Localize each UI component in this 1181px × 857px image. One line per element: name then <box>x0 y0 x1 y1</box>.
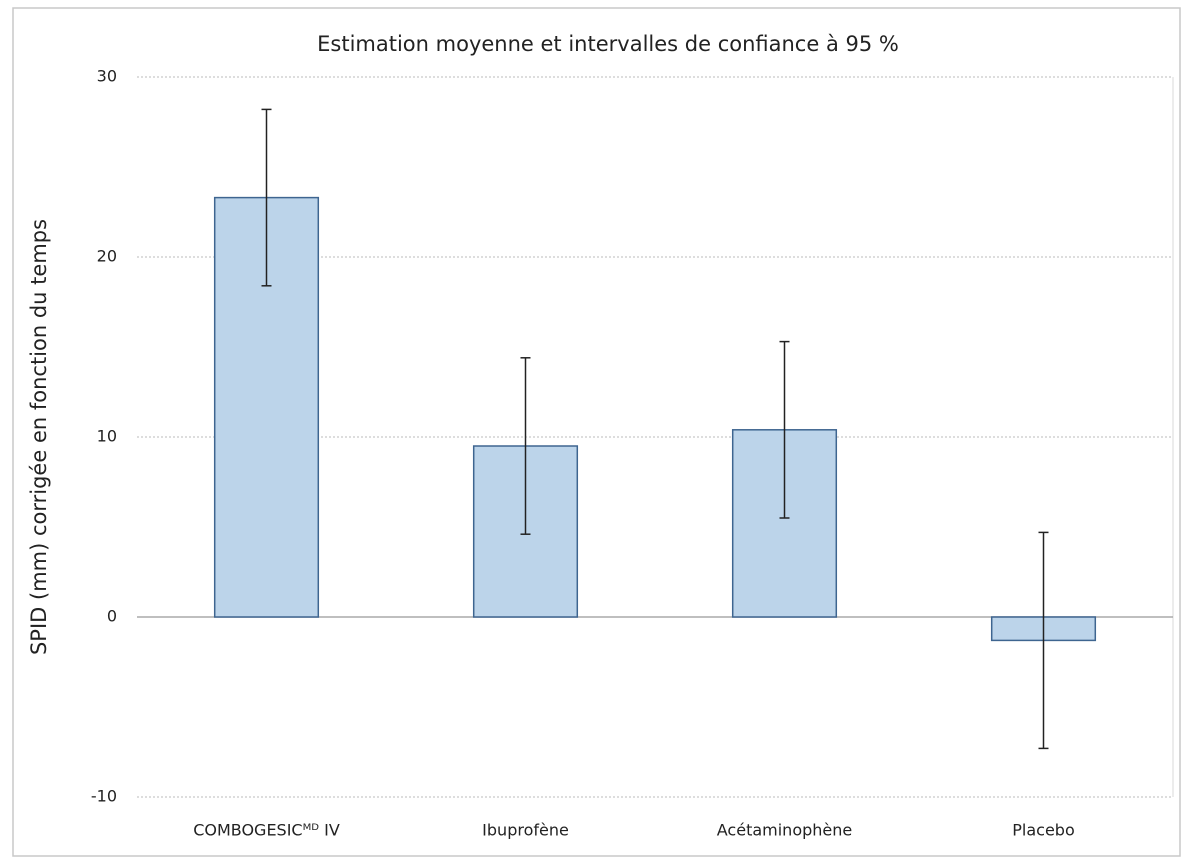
chart-title: Estimation moyenne et intervalles de con… <box>317 32 899 56</box>
x-tick-label: COMBOGESICᴹᴰ IV <box>193 821 340 840</box>
y-tick-label: 20 <box>97 247 117 266</box>
y-tick-label: 10 <box>97 427 117 446</box>
error-bar <box>520 357 531 535</box>
x-tick-label: Acétaminophène <box>717 821 852 840</box>
x-tick-label: Ibuprofène <box>482 821 569 840</box>
error-bar <box>261 108 272 287</box>
y-tick-label: -10 <box>91 787 117 806</box>
y-tick-label: 0 <box>107 607 117 626</box>
y-axis-label: SPID (mm) corrigée en fonction du temps <box>27 219 51 655</box>
x-tick-label: Placebo <box>1012 821 1074 840</box>
y-tick-label: 30 <box>97 67 117 86</box>
chart-frame <box>12 7 1181 857</box>
error-bar <box>1038 531 1049 750</box>
error-bar <box>779 340 790 519</box>
